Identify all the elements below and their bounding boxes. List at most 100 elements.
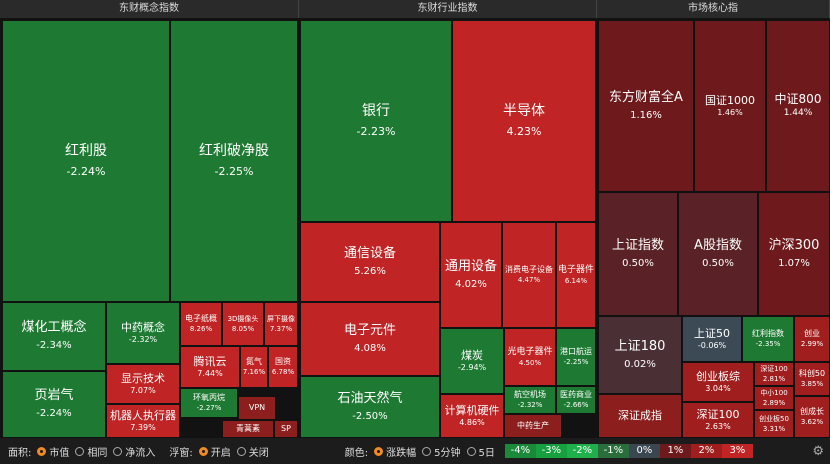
radio-button[interactable] [374, 446, 384, 456]
tile[interactable]: 光电子器件 4.50% [504, 328, 556, 386]
tile[interactable]: 红利指数 -2.35% [742, 316, 794, 362]
tile[interactable]: 半导体 4.23% [452, 20, 596, 222]
tile-name: 通用设备 [444, 258, 497, 274]
tile[interactable]: 国证1000 1.46% [694, 20, 766, 192]
tile[interactable]: 沪深300 1.07% [758, 192, 830, 316]
tile-change: 7.16% [242, 368, 266, 377]
tile[interactable]: VPN [238, 396, 276, 420]
tile[interactable]: A股指数 0.50% [678, 192, 758, 316]
tile[interactable]: 深证成指 [598, 394, 682, 438]
tile-name: 中药概念 [121, 320, 165, 334]
tile[interactable]: 氮气 7.16% [240, 346, 268, 388]
tile[interactable]: 电子纸概 8.26% [180, 302, 222, 346]
tile-name: 国资 [275, 357, 291, 367]
tile-name: 医药商业 [560, 390, 592, 400]
tile[interactable]: 航空机场 -2.32% [504, 386, 556, 414]
tile[interactable]: 中证800 1.44% [766, 20, 830, 192]
tile[interactable]: 页岩气 -2.24% [2, 371, 106, 438]
tile[interactable]: 创业板综 3.04% [682, 362, 754, 402]
tile-name: 深证成指 [618, 409, 662, 423]
tile-name: 东方财富全A [609, 89, 683, 105]
radio-label[interactable]: 市值 [49, 447, 70, 459]
tile[interactable]: 科创50 3.85% [794, 362, 830, 396]
tile[interactable]: 红利破净股 -2.25% [170, 20, 298, 302]
tile[interactable]: 屏下摄像 7.37% [264, 302, 298, 346]
control-group: 面积: 市值 相同 净流入 [8, 444, 155, 459]
tile-name: 电子元件 [343, 322, 396, 338]
tile-name: 红利股 [65, 143, 107, 160]
tile-name: 创成长 [800, 407, 824, 417]
tile[interactable]: 电子元件 4.08% [300, 302, 440, 376]
tile[interactable]: 石油天然气 -2.50% [300, 376, 440, 438]
tile[interactable]: 计算机硬件 4.86% [440, 394, 504, 438]
tile[interactable]: 银行 -2.23% [300, 20, 452, 222]
legend-swatch: -3% [535, 444, 567, 458]
tile[interactable]: 中小100 2.89% [754, 386, 794, 410]
tile[interactable]: 国资 6.78% [268, 346, 298, 388]
radio-button[interactable] [198, 446, 208, 456]
tile[interactable]: 深证100 2.81% [754, 362, 794, 386]
tile[interactable]: 上证指数 0.50% [598, 192, 678, 316]
control-group: 浮窗: 开启 关闭 [169, 444, 269, 459]
tile[interactable]: 创业 2.99% [794, 316, 830, 362]
tile-name: A股指数 [694, 237, 742, 253]
radio-button[interactable] [113, 446, 123, 456]
radio-button[interactable] [422, 446, 432, 456]
tile-change: -2.94% [457, 363, 487, 373]
radio-label[interactable]: 关闭 [248, 447, 269, 459]
tile[interactable]: 消费电子设备 4.47% [502, 222, 556, 328]
tile[interactable]: 医药商业 -2.66% [556, 386, 596, 414]
tile[interactable]: 中药概念 -2.32% [106, 302, 180, 364]
tile[interactable]: SP [274, 420, 298, 438]
radio-button[interactable] [466, 446, 476, 456]
tile[interactable]: 3D摄像头 8.05% [222, 302, 264, 346]
settings-icon[interactable]: ⚙ [812, 443, 824, 459]
tile[interactable]: 创业板50 3.31% [754, 410, 794, 438]
tile-name: 环氧丙烷 [193, 393, 225, 403]
tile[interactable]: 显示技术 7.07% [106, 364, 180, 404]
tile[interactable]: 电子器件 6.14% [556, 222, 596, 328]
legend-swatch: 0% [628, 444, 660, 458]
radio-label[interactable]: 涨跌幅 [386, 447, 417, 459]
tile[interactable]: 创成长 3.62% [794, 396, 830, 438]
tile[interactable]: 上证180 0.02% [598, 316, 682, 394]
tile[interactable]: 东方财富全A 1.16% [598, 20, 694, 192]
tile-name: 通信设备 [343, 245, 396, 261]
radio-button[interactable] [75, 446, 85, 456]
color-legend: -4% -3% -2% -1% 0% 1% 2% 3% [504, 444, 753, 458]
tile[interactable]: 通用设备 4.02% [440, 222, 502, 328]
tile-name: 煤化工概念 [21, 320, 87, 336]
tile[interactable]: 煤化工概念 -2.34% [2, 302, 106, 371]
radio-label[interactable]: 净流入 [125, 447, 156, 459]
tile[interactable]: 红利股 -2.24% [2, 20, 170, 302]
tile[interactable]: 港口航运 -2.25% [556, 328, 596, 386]
tile-name: 科创50 [798, 369, 826, 379]
tile[interactable]: 腾讯云 7.44% [180, 346, 240, 388]
tile[interactable]: 上证50 -0.06% [682, 316, 742, 362]
tile[interactable]: 深证100 2.63% [682, 402, 754, 438]
tile[interactable]: 环氧丙烷 -2.27% [180, 388, 238, 418]
radio-button[interactable] [37, 446, 47, 456]
tile-change: 1.44% [783, 108, 813, 119]
tile-name: 深证100 [760, 364, 788, 373]
tile-change: 4.08% [354, 342, 386, 354]
legend-swatch: -4% [504, 444, 536, 458]
tile[interactable]: 煤炭 -2.94% [440, 328, 504, 394]
tile-name: 上证指数 [611, 237, 664, 253]
tile[interactable]: 机器人执行器 7.39% [106, 404, 180, 438]
tile[interactable]: 青蒿素 [222, 420, 274, 438]
radio-button[interactable] [236, 446, 246, 456]
radio-label[interactable]: 5分钟 [434, 447, 461, 459]
radio-label[interactable]: 5日 [478, 447, 495, 459]
tile-name: 屏下摄像 [267, 314, 295, 323]
tile-change: 4.02% [455, 278, 487, 290]
tile-change: 6.78% [271, 368, 295, 377]
tile-change: -2.50% [352, 410, 388, 422]
tile-change: 2.99% [800, 340, 824, 349]
radio-label[interactable]: 相同 [87, 447, 108, 459]
tile[interactable]: 通信设备 5.26% [300, 222, 440, 302]
radio-label[interactable]: 开启 [210, 447, 231, 459]
tile[interactable]: 中药生产 [504, 414, 562, 438]
tile-name: 页岩气 [34, 388, 74, 404]
